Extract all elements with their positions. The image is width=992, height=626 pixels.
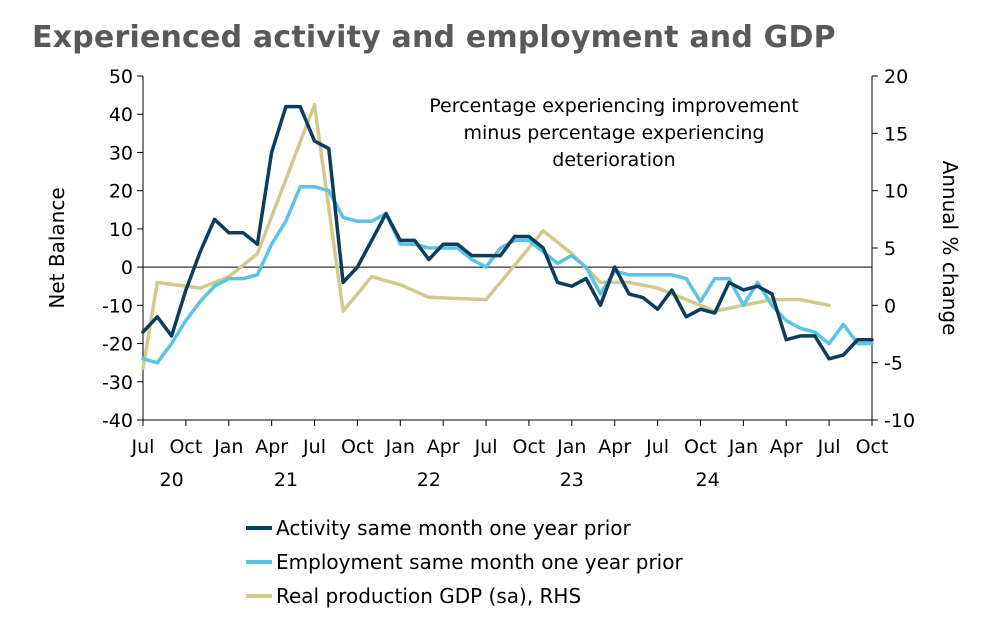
x-month-label: Jan [728,436,758,458]
legend-swatch [246,594,272,598]
legend-label: Employment same month one year prior [276,550,683,574]
right-tick-label: 5 [884,238,896,260]
series-line-0 [141,104,874,361]
series-layer [141,102,874,371]
right-tick-label: 15 [884,123,908,145]
legend-item: Real production GDP (sa), RHS [246,579,683,613]
right-tick-label: 0 [884,295,896,317]
x-month-label: Oct [341,436,374,458]
x-month-label: Apr [427,436,460,458]
right-tick-label: 20 [884,66,908,88]
x-month-label: Apr [770,436,803,458]
x-month-label: Oct [684,436,717,458]
x-year-label: 24 [696,469,720,491]
x-month-label: Oct [169,436,202,458]
right-tick-label: 10 [884,181,908,203]
annotation-line: minus percentage experiencing [463,122,764,144]
left-axis-title: Net Balance [45,187,69,308]
legend: Activity same month one year prior Employ… [246,511,683,613]
chart-title: Experienced activity and employment and … [32,20,836,55]
x-month-label: Jul [302,436,326,458]
annotation-line: Percentage experiencing improvement [429,95,798,117]
x-month-label: Jan [556,436,586,458]
x-year-label: 23 [560,469,584,491]
x-month-label: Jan [213,436,243,458]
x-year-label: 21 [274,469,298,491]
left-tick-label: 20 [109,181,133,203]
legend-item: Employment same month one year prior [246,545,683,579]
legend-label: Activity same month one year prior [276,516,631,540]
left-tick-label: 30 [109,142,133,164]
x-month-label: Jul [474,436,498,458]
left-tick-label: -30 [102,372,133,394]
legend-swatch [246,526,272,530]
left-tick-label: 0 [121,257,133,279]
legend-label: Real production GDP (sa), RHS [276,584,582,608]
right-axis-title: Annual % change [938,161,962,336]
x-month-label: Oct [513,436,546,458]
left-tick-label: -40 [102,410,133,432]
left-tick-label: 50 [109,66,133,88]
left-tick-label: 10 [109,219,133,241]
legend-item: Activity same month one year prior [246,511,683,545]
x-month-label: Apr [598,436,631,458]
annotation-line: deterioration [552,149,675,171]
x-year-label: 22 [417,469,441,491]
annotation-layer: Percentage experiencing improvement minus… [429,95,798,171]
x-month-label: Jul [645,436,669,458]
x-month-label: Apr [255,436,288,458]
x-month-label: Oct [856,436,889,458]
x-year-label: 20 [159,469,183,491]
legend-swatch [246,560,272,564]
x-month-label: Jan [385,436,415,458]
left-tick-label: -10 [102,295,133,317]
x-month-label: Jul [817,436,841,458]
right-tick-label: -10 [884,410,915,432]
left-tick-label: -20 [102,334,133,356]
x-month-label: Jul [131,436,155,458]
left-tick-label: 40 [109,104,133,126]
right-tick-label: -5 [884,353,903,375]
